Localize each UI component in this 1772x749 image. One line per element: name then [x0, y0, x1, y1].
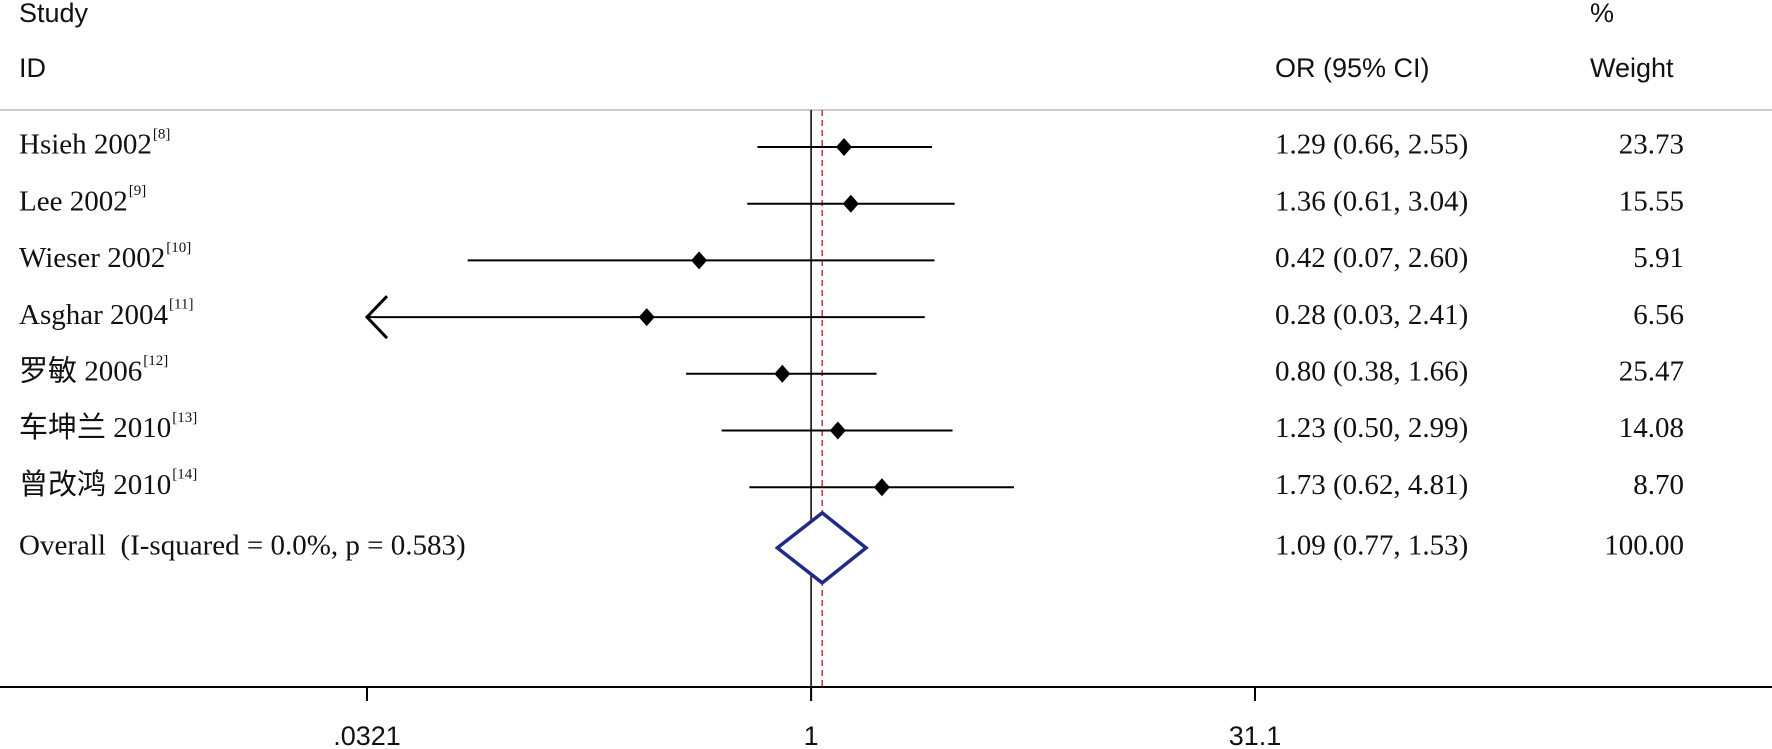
- ci-label: 0.28 (0.03, 2.41): [1275, 299, 1468, 331]
- study-label: 曾改鸿 2010: [19, 468, 171, 501]
- point-estimate: [835, 138, 852, 156]
- x-tick-label: 31.1: [1229, 721, 1282, 749]
- study-ref: [14]: [172, 467, 197, 483]
- ci-label: 1.36 (0.61, 3.04): [1275, 185, 1468, 217]
- overall-label: Overall (I-squared = 0.0%, p = 0.583): [19, 530, 466, 562]
- overall-ci-label: 1.09 (0.77, 1.53): [1275, 530, 1468, 562]
- weight-label: 25.47: [1619, 355, 1684, 387]
- study-label: Lee 2002: [19, 185, 128, 217]
- study-ref: [8]: [153, 126, 171, 142]
- study-ref: [11]: [169, 297, 193, 313]
- weight-label: 6.56: [1633, 299, 1684, 331]
- header-pct: %: [1590, 0, 1614, 28]
- study-ref: [10]: [166, 240, 191, 256]
- header-or: OR (95% CI): [1275, 53, 1430, 83]
- header-id: ID: [19, 53, 46, 83]
- study-ref: [12]: [143, 353, 168, 369]
- weight-label: 14.08: [1619, 412, 1684, 444]
- x-tick-label: 1: [804, 721, 819, 749]
- ci-label: 1.29 (0.66, 2.55): [1275, 129, 1468, 161]
- x-tick-label: .0321: [333, 721, 401, 749]
- study-label: 车坤兰 2010: [19, 411, 171, 444]
- weight-label: 23.73: [1619, 129, 1684, 161]
- ci-label: 1.23 (0.50, 2.99): [1275, 412, 1468, 444]
- weight-label: 15.55: [1619, 185, 1684, 217]
- study-label: Wieser 2002: [19, 242, 165, 274]
- point-estimate: [691, 251, 708, 270]
- point-estimate: [774, 364, 791, 383]
- overall-diamond: [774, 510, 869, 586]
- study-label: Hsieh 2002: [19, 129, 152, 161]
- ci-label: 0.80 (0.38, 1.66): [1275, 355, 1468, 387]
- overall-weight: 100.00: [1604, 530, 1684, 562]
- weight-label: 5.91: [1633, 242, 1684, 274]
- study-label: 罗敏 2006: [19, 354, 142, 387]
- study-ref: [9]: [129, 183, 147, 199]
- point-estimate: [873, 478, 890, 497]
- header-weight: Weight: [1590, 53, 1674, 83]
- point-estimate: [638, 308, 655, 327]
- study-label: Asghar 2004: [19, 299, 169, 331]
- ci-arrow: [364, 295, 389, 340]
- header-study: Study: [19, 0, 89, 28]
- ci-label: 0.42 (0.07, 2.60): [1275, 242, 1468, 274]
- weight-label: 8.70: [1633, 469, 1684, 501]
- point-estimate: [829, 421, 846, 440]
- study-ref: [13]: [172, 410, 197, 426]
- ci-label: 1.73 (0.62, 4.81): [1275, 469, 1468, 501]
- point-estimate: [842, 194, 859, 213]
